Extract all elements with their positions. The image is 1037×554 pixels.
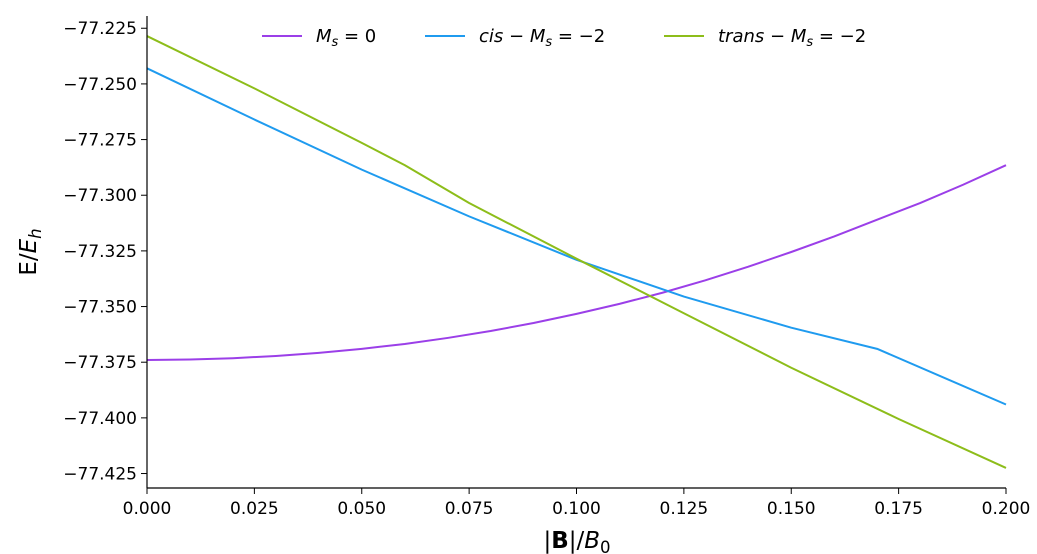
x-tick-label: 0.075 (445, 499, 494, 519)
y-tick-label: −77.275 (63, 131, 137, 151)
y-tick-label: −77.400 (63, 409, 137, 429)
series-line-2 (146, 35, 1007, 469)
series-layer (146, 35, 1007, 469)
x-tick-label: 0.200 (982, 499, 1031, 519)
y-ticks: −77.225 −77.250 −77.275 −77.300 −77.325 −77.3… (63, 19, 147, 485)
legend-label-0: Ms = 0 (316, 26, 376, 50)
x-axis-label: |B|/B0 (543, 528, 610, 554)
x-tick-label: 0.050 (337, 499, 386, 519)
legend: Ms = 0 cis − Ms = −2 trans − Ms = −2 (262, 26, 866, 50)
x-tick-label: 0.125 (660, 499, 709, 519)
x-tick-label: 0.025 (230, 499, 279, 519)
legend-label-1: cis − Ms = −2 (479, 26, 605, 50)
x-tick-label: 0.150 (767, 499, 816, 519)
y-tick-label: −77.300 (63, 186, 137, 206)
x-tick-label: 0.175 (874, 499, 923, 519)
x-tick-label: 0.100 (552, 499, 601, 519)
y-tick-label: −77.375 (63, 353, 137, 373)
y-axis-label: E/Eh (16, 228, 45, 275)
y-tick-label: −77.325 (63, 242, 137, 262)
y-tick-label: −77.350 (63, 298, 137, 318)
y-tick-label: −77.225 (63, 19, 137, 39)
y-tick-label: −77.425 (63, 465, 137, 485)
y-tick-label: −77.250 (63, 75, 137, 95)
legend-label-2: trans − Ms = −2 (718, 26, 866, 50)
series-line-0 (146, 164, 1007, 361)
x-tick-label: 0.000 (123, 499, 172, 519)
series-line-1 (146, 67, 1007, 406)
x-ticks: 0.000 0.025 0.050 0.075 0.100 0.125 0.150 0.175… (123, 488, 1031, 519)
